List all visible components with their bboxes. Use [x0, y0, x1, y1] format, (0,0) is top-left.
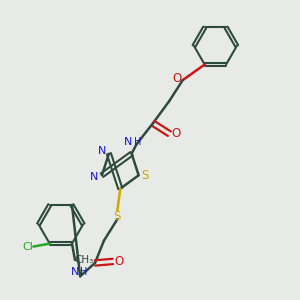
- Text: Cl: Cl: [22, 242, 33, 252]
- Text: S: S: [114, 210, 121, 223]
- Text: N: N: [98, 146, 106, 156]
- Text: H: H: [80, 267, 87, 277]
- Text: O: O: [173, 72, 182, 85]
- Text: CH₃: CH₃: [74, 255, 94, 265]
- Text: H: H: [134, 137, 141, 147]
- Text: N: N: [70, 267, 79, 277]
- Text: O: O: [115, 255, 124, 268]
- Text: O: O: [171, 127, 181, 140]
- Text: N: N: [124, 137, 133, 147]
- Text: N: N: [90, 172, 99, 182]
- Text: S: S: [142, 169, 149, 182]
